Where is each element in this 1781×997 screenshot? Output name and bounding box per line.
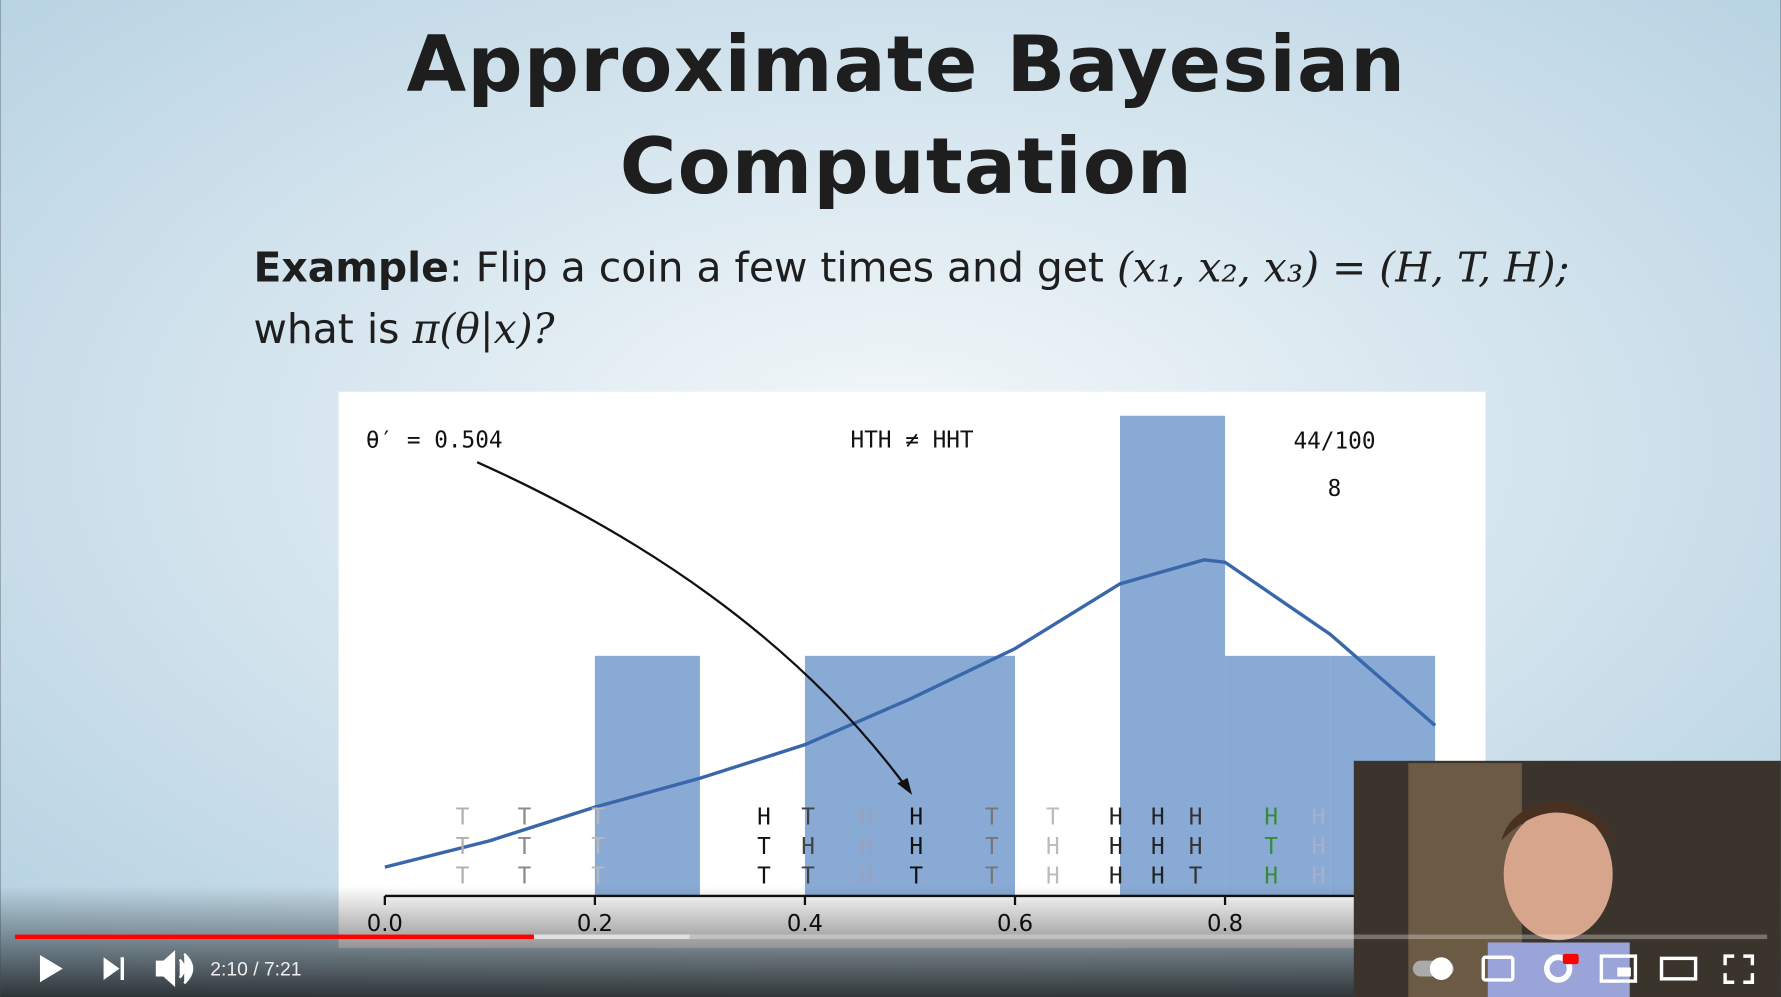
fullscreen-button[interactable] [1723, 954, 1755, 984]
bar [594, 655, 700, 896]
coin-flip: H [1312, 804, 1326, 830]
miniplayer-icon [1617, 967, 1631, 977]
coin-flip: T [985, 863, 999, 889]
coin-flip: H [1312, 834, 1326, 860]
hd-badge [1562, 953, 1579, 965]
coin-flip: T [591, 834, 605, 860]
bar [1225, 655, 1331, 896]
coin-flip: H [859, 804, 873, 830]
coin-flip: H [1046, 863, 1060, 889]
coin-flip: H [1264, 804, 1278, 830]
coin-flip: H [1312, 863, 1326, 889]
coin-flip: T [456, 804, 470, 830]
webcam-shirt [1487, 942, 1630, 997]
theater-button[interactable] [1659, 956, 1698, 981]
slide-title: Approximate Bayesian [407, 20, 1407, 110]
arrow-head [897, 777, 913, 795]
coin-flip: H [909, 804, 923, 830]
coin-flip: T [757, 834, 771, 860]
progress-played [15, 934, 534, 940]
progress-track[interactable] [15, 934, 1768, 940]
coin-flip: H [1189, 834, 1203, 860]
time-display: 2:10 / 7:21 [210, 959, 301, 980]
coin-flip: H [1046, 834, 1060, 860]
webcam-hair [1501, 800, 1615, 843]
coin-flip: H [1109, 804, 1123, 830]
webcam-face [1503, 808, 1613, 941]
coin-flip: H [1151, 804, 1165, 830]
density-curve [384, 558, 1437, 869]
settings-button[interactable] [1544, 954, 1573, 983]
annotation: 8 [1328, 476, 1342, 502]
autoplay-knob [1429, 957, 1453, 980]
volume-button[interactable] [155, 950, 194, 988]
example-math: (x₁, x₂, x₃) = (H, T, H); [1117, 244, 1569, 292]
coin-flip: T [456, 863, 470, 889]
arrow [476, 461, 910, 792]
coin-flip: T [518, 863, 532, 889]
coin-flip: T [909, 863, 923, 889]
coin-flip: T [591, 863, 605, 889]
coin-flip: T [591, 804, 605, 830]
coin-flip: T [1046, 804, 1060, 830]
example-text: : Flip a coin a few times and get [449, 244, 1117, 292]
coin-flip: T [1264, 834, 1278, 860]
coin-flip: T [518, 834, 532, 860]
coin-flip: T [1189, 863, 1203, 889]
example-text: what is [253, 305, 412, 353]
slide-title: Computation [620, 122, 1193, 212]
play-button[interactable] [39, 954, 63, 983]
coin-flip: H [1189, 804, 1203, 830]
bar [1120, 415, 1226, 896]
annotation: HTH ≠ HHT [851, 427, 974, 453]
subtitles-button[interactable] [1481, 955, 1515, 982]
example-label: Example [253, 244, 448, 292]
annotation: 44/100 [1293, 429, 1375, 455]
coin-flip: T [985, 804, 999, 830]
coin-flip: H [909, 834, 923, 860]
coin-flip: H [1151, 863, 1165, 889]
coin-flip: T [757, 863, 771, 889]
bar [804, 655, 910, 896]
coin-flip: H [1264, 863, 1278, 889]
coin-flip: T [801, 804, 815, 830]
miniplayer-button[interactable] [1599, 954, 1638, 983]
coin-flip: H [1109, 863, 1123, 889]
next-button[interactable] [103, 957, 125, 980]
coin-flip: H [859, 863, 873, 889]
example-line: Example: Flip a coin a few times and get… [253, 244, 1569, 292]
coin-flip: H [801, 834, 815, 860]
coin-flip: T [518, 804, 532, 830]
coin-flip: H [757, 804, 771, 830]
coin-flip: T [985, 834, 999, 860]
bar [909, 655, 1016, 896]
coin-flip: H [1151, 834, 1165, 860]
example-math: π(θ|x)? [411, 305, 555, 353]
annotation: θ′ = 0.504 [366, 427, 503, 453]
example-line: what is π(θ|x)? [253, 305, 555, 353]
coin-flip: T [456, 834, 470, 860]
coin-flip: H [1109, 834, 1123, 860]
coin-flip: T [801, 863, 815, 889]
coin-flip: H [859, 834, 873, 860]
